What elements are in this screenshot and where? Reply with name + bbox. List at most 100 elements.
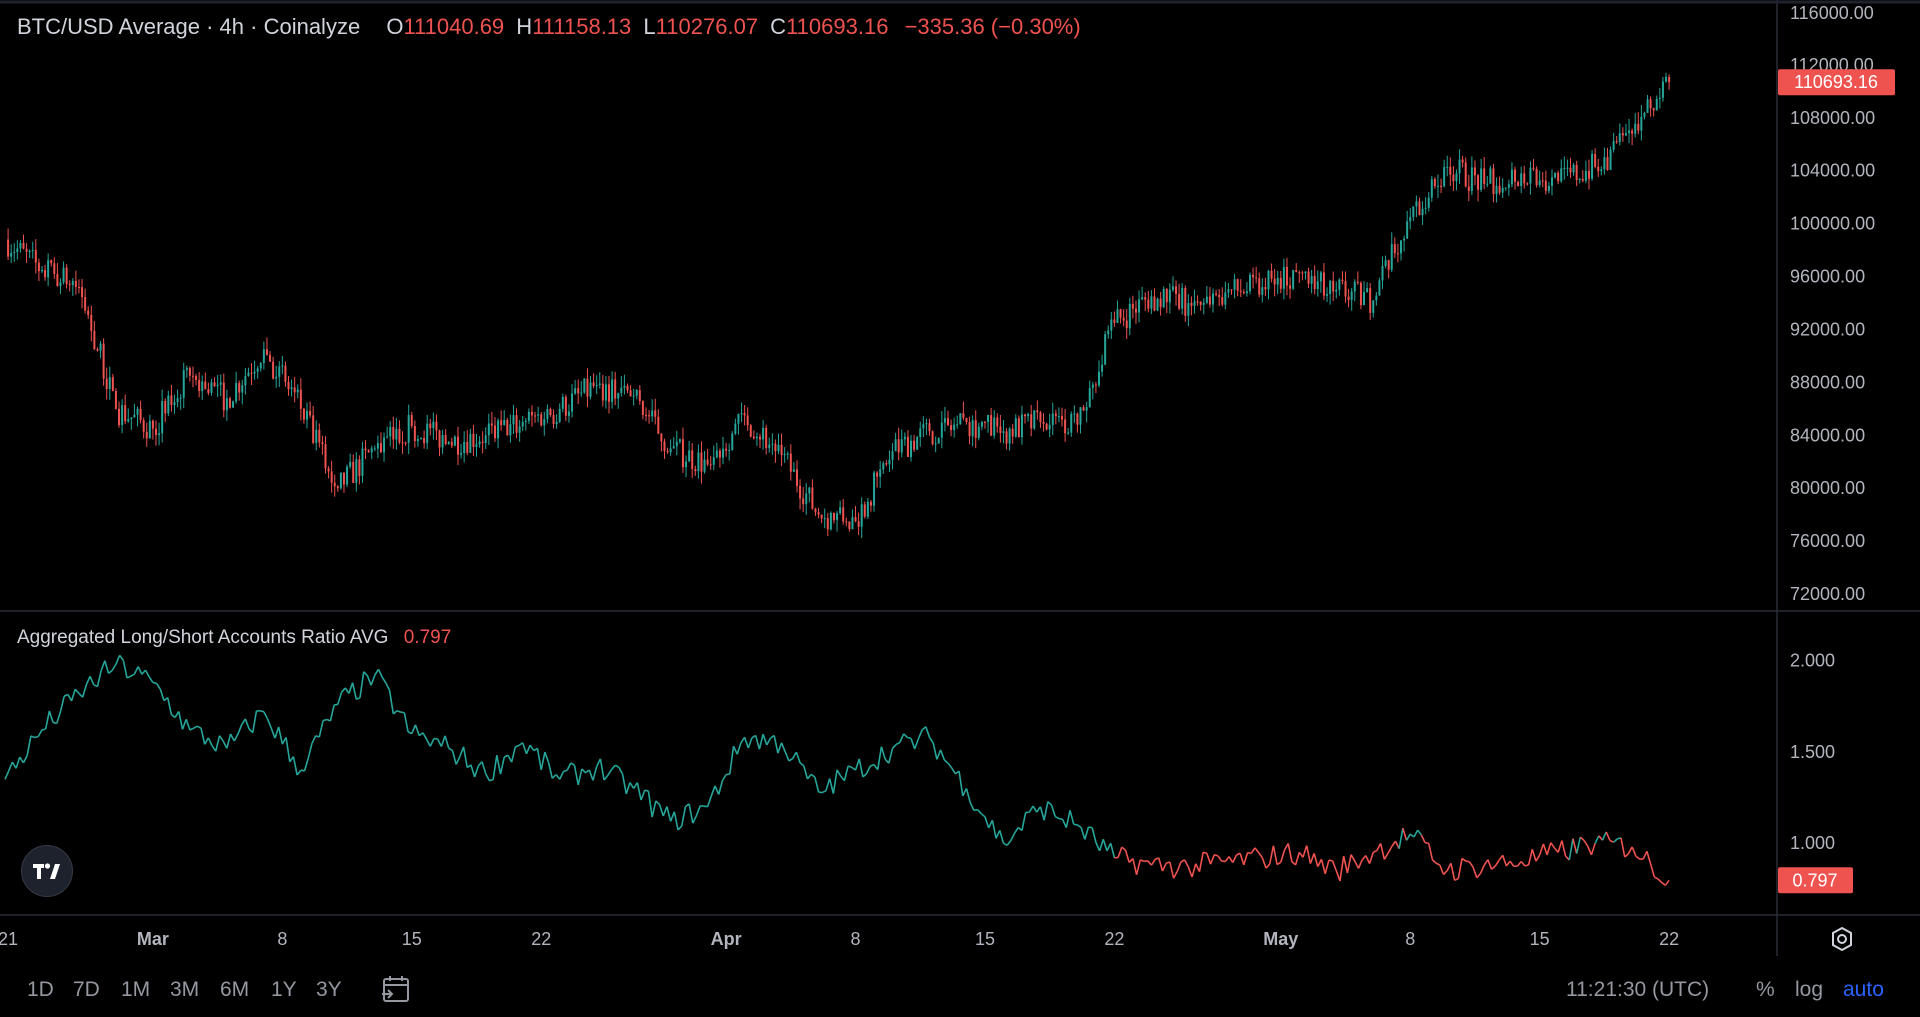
timeframe-1m-button[interactable]: 1M — [121, 978, 151, 1001]
candle-body — [731, 433, 734, 450]
ratio-segment — [736, 742, 742, 755]
ratio-segment — [7, 761, 14, 772]
candle-body — [1128, 303, 1131, 329]
ratio-segment — [233, 733, 239, 742]
candle-body — [601, 383, 604, 401]
candle-body — [540, 414, 543, 426]
ratio-segment — [137, 666, 143, 675]
ratio-segment — [81, 684, 88, 698]
ratio-axis-tick: 1.000 — [1790, 833, 1835, 853]
candle-body — [703, 459, 706, 472]
candle-body — [814, 508, 817, 513]
candle-body — [1178, 293, 1181, 309]
candle-body — [1187, 303, 1190, 316]
candle-body — [1381, 265, 1384, 281]
candle-body — [99, 343, 102, 351]
ratio-segment — [1435, 862, 1441, 866]
candle-body — [1461, 159, 1464, 163]
ratio-segment — [895, 741, 901, 746]
candle-body — [1104, 334, 1107, 365]
utc-clock[interactable]: 11:21:30 (UTC) — [1566, 978, 1710, 1001]
ratio-segment — [363, 671, 368, 677]
tradingview-logo-icon[interactable] — [21, 845, 73, 897]
candle-body — [1276, 277, 1279, 285]
timeframe-1y-button[interactable]: 1Y — [271, 978, 297, 1001]
candle-body — [1412, 206, 1415, 218]
timeframe-7d-button[interactable]: 7D — [73, 978, 100, 1001]
symbol-title[interactable]: BTC/USD Average · 4h · Coinalyze — [17, 14, 361, 39]
candle-body — [256, 368, 259, 372]
candle-body — [965, 417, 968, 423]
candle-body — [1523, 173, 1526, 184]
candle-body — [1464, 162, 1467, 187]
candle-body — [1517, 181, 1520, 187]
candle-body — [1248, 274, 1251, 292]
log-scale-toggle[interactable]: log — [1795, 978, 1824, 1001]
auto-scale-toggle[interactable]: auto — [1843, 978, 1884, 1001]
ratio-segment — [729, 746, 735, 775]
candle-body — [1658, 97, 1661, 99]
ratio-segment — [625, 782, 631, 795]
candle-body — [1615, 141, 1618, 143]
calendar-goto-icon[interactable] — [379, 972, 413, 1006]
candle-body — [373, 448, 376, 450]
candle-body — [121, 405, 124, 425]
ratio-segment — [400, 711, 405, 714]
candle-body — [654, 410, 657, 417]
ratio-segment — [1339, 855, 1345, 882]
candle-body — [826, 518, 829, 530]
ratio-segment — [1361, 855, 1367, 861]
ratio-segment — [1084, 826, 1090, 840]
candle-body — [90, 315, 93, 331]
candle-body — [244, 376, 247, 386]
ratio-segment — [1346, 854, 1352, 874]
candle-body — [811, 487, 814, 509]
candle-body — [1341, 279, 1344, 282]
ratio-segment — [987, 819, 994, 829]
candle-body — [688, 450, 691, 462]
ratio-segment — [1417, 829, 1422, 836]
candle-body — [50, 260, 53, 264]
candle-body — [1190, 303, 1193, 306]
candle-body — [247, 372, 250, 377]
percent-scale-toggle[interactable]: % — [1756, 978, 1775, 1001]
candle-body — [549, 409, 552, 416]
ratio-segment — [218, 735, 224, 742]
candle-body — [444, 434, 447, 444]
candle-body — [1171, 286, 1174, 290]
candle-body — [355, 459, 358, 483]
ratio-segment — [762, 733, 768, 746]
ratio-segment — [754, 735, 761, 750]
timeframe-6m-button[interactable]: 6M — [220, 978, 250, 1001]
candle-body — [518, 426, 521, 433]
candle-body — [851, 517, 854, 530]
ratio-segment — [1243, 852, 1249, 866]
indicator-name[interactable]: Aggregated Long/Short Accounts Ratio AVG — [17, 627, 389, 648]
ratio-segment — [1195, 863, 1201, 873]
ratio-segment — [525, 744, 531, 755]
candle-body — [1356, 281, 1359, 283]
candle-body — [87, 310, 90, 316]
candle-body — [857, 521, 860, 527]
ratio-segment — [1176, 861, 1182, 872]
ratio-segment — [1546, 842, 1552, 856]
candle-body — [950, 425, 953, 431]
ratio-segment — [1535, 854, 1541, 862]
candle-body — [1458, 159, 1461, 174]
timeframe-1d-button[interactable]: 1D — [27, 978, 54, 1001]
ratio-segment — [891, 743, 897, 749]
ratio-segment — [570, 762, 575, 766]
settings-gear-icon[interactable] — [1828, 925, 1856, 953]
ratio-segment — [507, 754, 513, 763]
candle-body — [53, 263, 56, 274]
candle-body — [1085, 407, 1088, 411]
ratio-segment — [1542, 843, 1548, 856]
candle-body — [1048, 424, 1051, 430]
timeframe-3y-button[interactable]: 3Y — [316, 978, 342, 1001]
candle-body — [712, 457, 715, 465]
timeframe-3m-button[interactable]: 3M — [170, 978, 200, 1001]
ratio-segment — [307, 743, 313, 759]
candle-body — [903, 436, 906, 440]
candle-body — [413, 426, 416, 442]
